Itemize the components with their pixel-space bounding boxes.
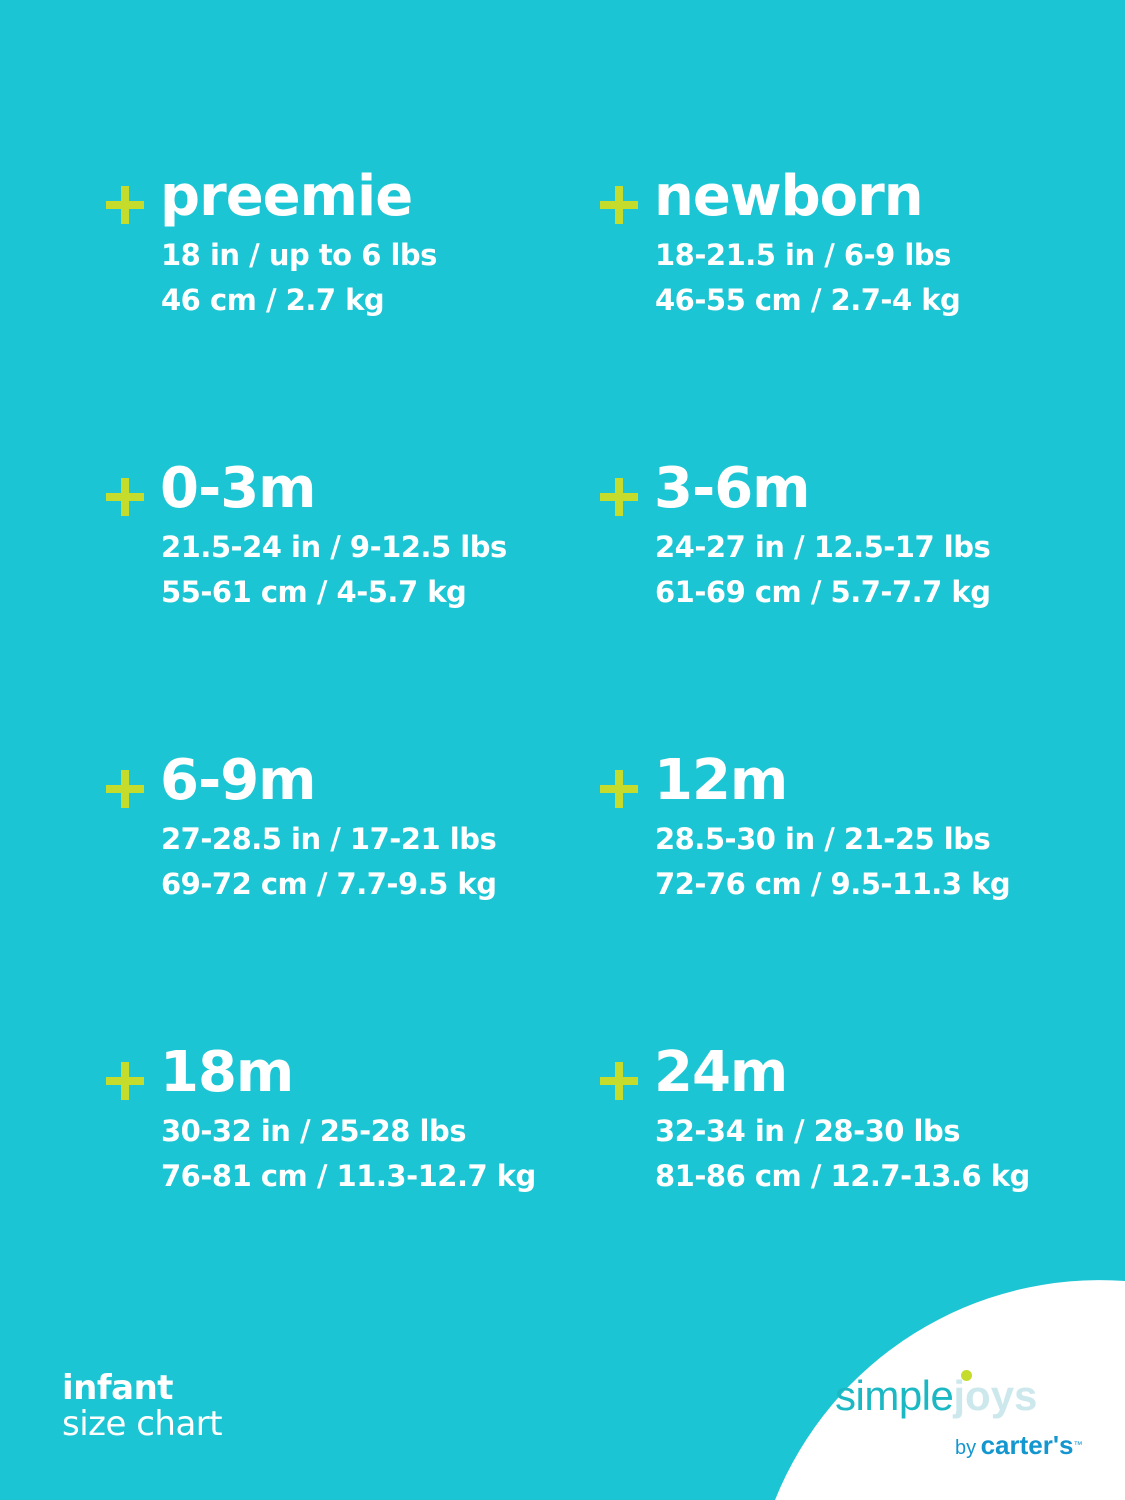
size-label: newborn (654, 164, 924, 229)
size-metric: 81-86 cm / 12.7-13.6 kg (655, 1159, 1030, 1193)
size-label: preemie (160, 164, 413, 229)
size-label: 3-6m (654, 456, 811, 521)
logo-by-carters: by carter's™ (955, 1430, 1083, 1461)
logo-badge-background (775, 1280, 1125, 1500)
size-label: 12m (654, 748, 788, 813)
logo-carters: carter's (980, 1430, 1074, 1460)
size-imperial: 32-34 in / 28-30 lbs (655, 1114, 961, 1148)
size-label: 6-9m (160, 748, 317, 813)
plus-icon (106, 1062, 144, 1100)
chart-caption: infant size chart (62, 1368, 223, 1444)
size-metric: 76-81 cm / 11.3-12.7 kg (161, 1159, 536, 1193)
logo-tm: ™ (1073, 1439, 1083, 1450)
plus-icon (106, 478, 144, 516)
logo-joys: joys (953, 1370, 1038, 1419)
plus-icon (106, 770, 144, 808)
size-imperial: 27-28.5 in / 17-21 lbs (161, 822, 497, 856)
size-imperial: 21.5-24 in / 9-12.5 lbs (161, 530, 507, 564)
logo-dot-icon (961, 1370, 973, 1381)
plus-icon (106, 186, 144, 224)
plus-icon (600, 478, 638, 516)
size-label: 0-3m (160, 456, 317, 521)
plus-icon (600, 186, 638, 224)
plus-icon (600, 1062, 638, 1100)
size-metric: 72-76 cm / 9.5-11.3 kg (655, 867, 1011, 901)
size-metric: 46 cm / 2.7 kg (161, 283, 385, 317)
plus-icon (600, 770, 638, 808)
size-metric: 69-72 cm / 7.7-9.5 kg (161, 867, 497, 901)
logo-simple: simple (835, 1372, 954, 1419)
size-metric: 55-61 cm / 4-5.7 kg (161, 575, 467, 609)
size-label: 24m (654, 1040, 788, 1105)
size-imperial: 18 in / up to 6 lbs (161, 238, 437, 272)
size-label: 18m (160, 1040, 294, 1105)
size-imperial: 30-32 in / 25-28 lbs (161, 1114, 467, 1148)
caption-infant: infant (62, 1368, 174, 1408)
simple-joys-logo: simplejoys by carter's™ (835, 1370, 1105, 1460)
size-metric: 46-55 cm / 2.7-4 kg (655, 283, 961, 317)
size-imperial: 18-21.5 in / 6-9 lbs (655, 238, 951, 272)
logo-badge-shape (775, 1280, 1125, 1500)
logo-by: by (955, 1437, 977, 1459)
caption-size-chart: size chart (62, 1404, 223, 1444)
size-imperial: 28.5-30 in / 21-25 lbs (655, 822, 991, 856)
size-imperial: 24-27 in / 12.5-17 lbs (655, 530, 991, 564)
size-metric: 61-69 cm / 5.7-7.7 kg (655, 575, 991, 609)
